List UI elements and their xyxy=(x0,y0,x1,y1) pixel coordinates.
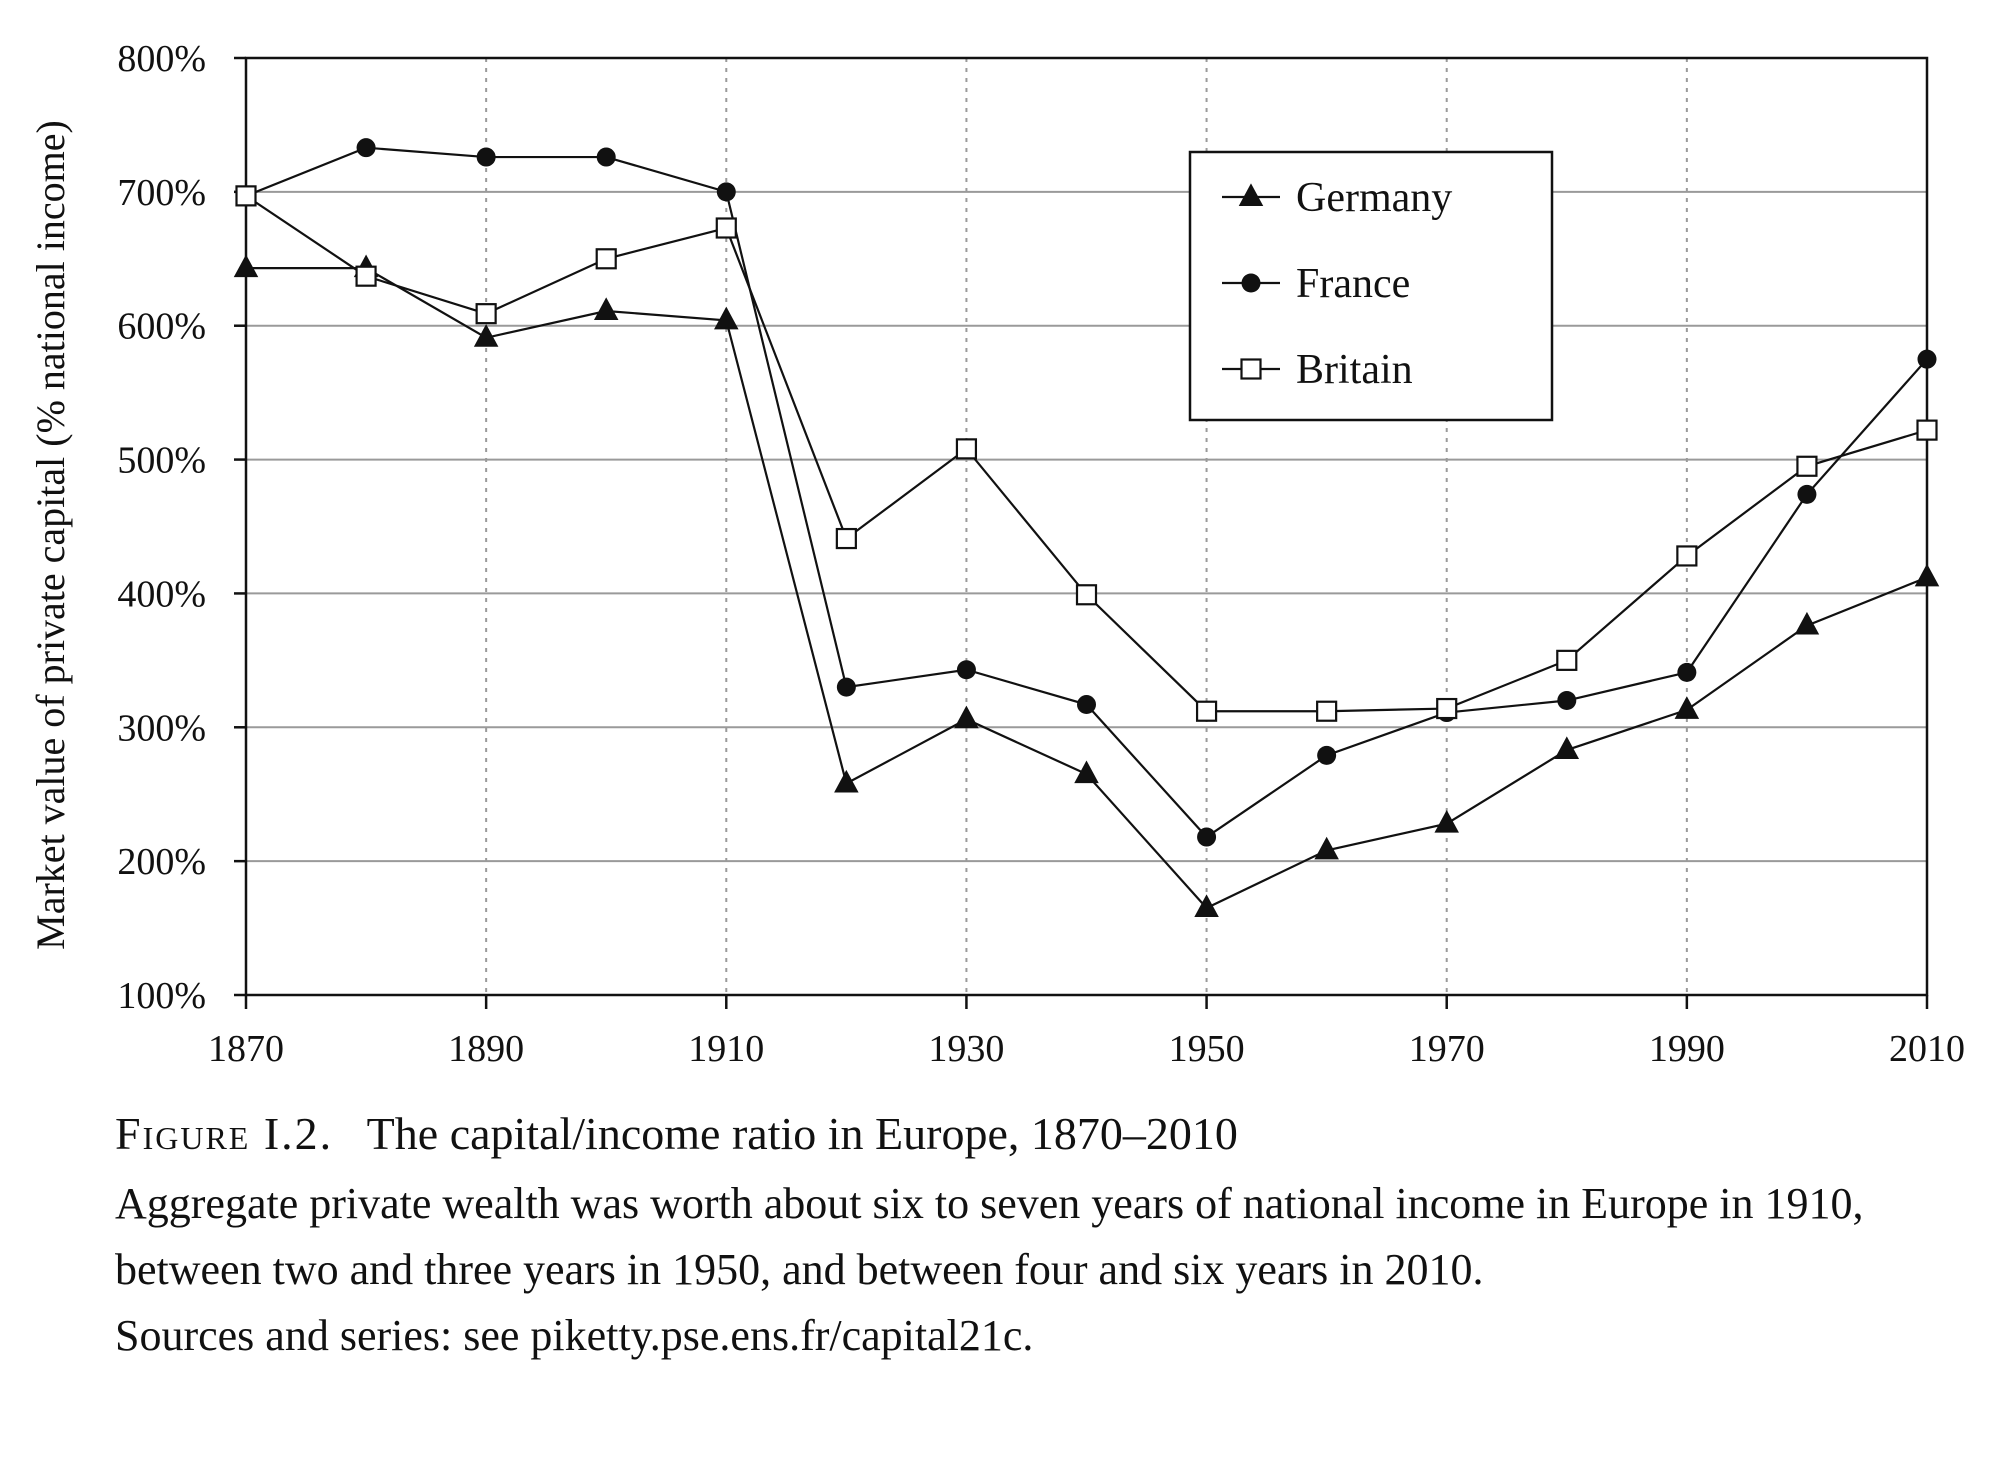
data-point-germany xyxy=(233,254,259,278)
chart: 100% 200% 300% 400% 500% 600% 700% 800% 1870 1890… xyxy=(28,38,1965,1070)
legend-label-germany: Germany xyxy=(1296,175,1452,221)
data-point-germany xyxy=(1434,809,1459,833)
y-tick-label: 700% xyxy=(117,172,206,214)
data-point-france xyxy=(1917,349,1937,369)
data-point-france xyxy=(1557,691,1577,711)
data-point-germany xyxy=(714,306,739,330)
data-point-germany xyxy=(1314,836,1339,860)
series xyxy=(233,138,1940,917)
caption-label: Figure I.2. xyxy=(115,1108,334,1159)
legend-label-britain: Britain xyxy=(1296,347,1413,393)
y-tick-label: 500% xyxy=(117,440,206,482)
data-point-france xyxy=(1317,745,1337,765)
y-tick-label: 300% xyxy=(117,707,206,749)
data-point-france xyxy=(836,677,856,697)
data-point-britain xyxy=(355,265,377,287)
series-britain xyxy=(235,185,1938,722)
x-tick-label: 1990 xyxy=(1649,1028,1725,1070)
data-point-france xyxy=(476,147,496,167)
series-france xyxy=(236,138,1937,847)
legend-marker-britain xyxy=(1240,358,1262,380)
data-point-germany xyxy=(954,705,979,729)
x-tick-label: 1950 xyxy=(1169,1028,1245,1070)
data-point-britain xyxy=(1436,697,1458,720)
axes: 100% 200% 300% 400% 500% 600% 700% 800% 1870 1890… xyxy=(117,38,1965,1070)
x-tick-label: 2010 xyxy=(1889,1028,1965,1070)
y-tick-label: 800% xyxy=(117,38,206,80)
data-point-britain xyxy=(475,303,497,325)
data-point-france xyxy=(1797,484,1817,504)
y-tick-label: 600% xyxy=(117,306,206,348)
x-tick-label: 1890 xyxy=(448,1028,524,1070)
x-tick-label: 1870 xyxy=(208,1028,284,1070)
grid xyxy=(246,58,1927,995)
data-point-britain xyxy=(1556,649,1578,671)
data-point-britain xyxy=(955,438,978,460)
data-point-germany xyxy=(1794,611,1820,635)
data-point-germany xyxy=(834,769,859,793)
data-point-britain xyxy=(715,217,737,239)
data-point-france xyxy=(1197,827,1217,847)
data-point-germany xyxy=(473,324,499,347)
y-tick-label: 100% xyxy=(117,975,206,1017)
data-point-france xyxy=(716,182,736,202)
legend-marker-france xyxy=(1241,273,1261,293)
y-axis-label: Market value of private capital (% natio… xyxy=(28,120,73,950)
data-point-france xyxy=(1077,695,1096,715)
data-point-france xyxy=(356,138,376,158)
x-tick-label: 1930 xyxy=(928,1028,1004,1070)
data-point-britain xyxy=(1195,700,1218,722)
x-tick-label: 1970 xyxy=(1409,1028,1485,1070)
data-point-germany xyxy=(1074,760,1099,784)
series-line-france xyxy=(245,146,1928,839)
x-tick-label: 1910 xyxy=(688,1028,764,1070)
data-point-germany xyxy=(1674,696,1700,719)
data-point-britain xyxy=(1075,584,1098,606)
data-point-britain xyxy=(595,248,617,270)
y-tick-label: 200% xyxy=(117,841,206,883)
plot-frame xyxy=(244,56,1929,997)
data-point-france xyxy=(956,660,976,680)
data-point-germany xyxy=(1554,736,1580,760)
data-point-germany xyxy=(1914,563,1940,587)
series-line-britain xyxy=(245,194,1928,713)
caption-heading: The capital/income ratio in Europe, 1870… xyxy=(366,1108,1238,1159)
data-point-france xyxy=(1677,662,1697,682)
figure-caption: Figure I.2. The capital/income ratio in … xyxy=(115,1105,1895,1369)
data-point-britain xyxy=(1316,700,1338,722)
data-point-britain xyxy=(835,527,857,550)
data-point-france xyxy=(596,147,616,167)
caption-sources: Sources and series: see piketty.pse.ens.… xyxy=(115,1311,1034,1360)
data-point-britain xyxy=(235,185,257,207)
data-point-germany xyxy=(1194,894,1219,917)
data-point-britain xyxy=(1916,419,1938,441)
caption-body: Aggregate private wealth was worth about… xyxy=(115,1179,1864,1294)
legend-marker-germany xyxy=(1238,183,1264,206)
data-point-britain xyxy=(1796,455,1818,477)
legend-label-france: France xyxy=(1296,261,1410,307)
data-point-britain xyxy=(1676,545,1698,567)
legend: Germany France Britain xyxy=(1188,150,1554,422)
axis-labels: Market value of private capital (% natio… xyxy=(28,120,73,950)
caption-title: Figure I.2. The capital/income ratio in … xyxy=(115,1105,1895,1163)
y-tick-label: 400% xyxy=(117,573,206,615)
data-point-germany xyxy=(593,297,619,320)
